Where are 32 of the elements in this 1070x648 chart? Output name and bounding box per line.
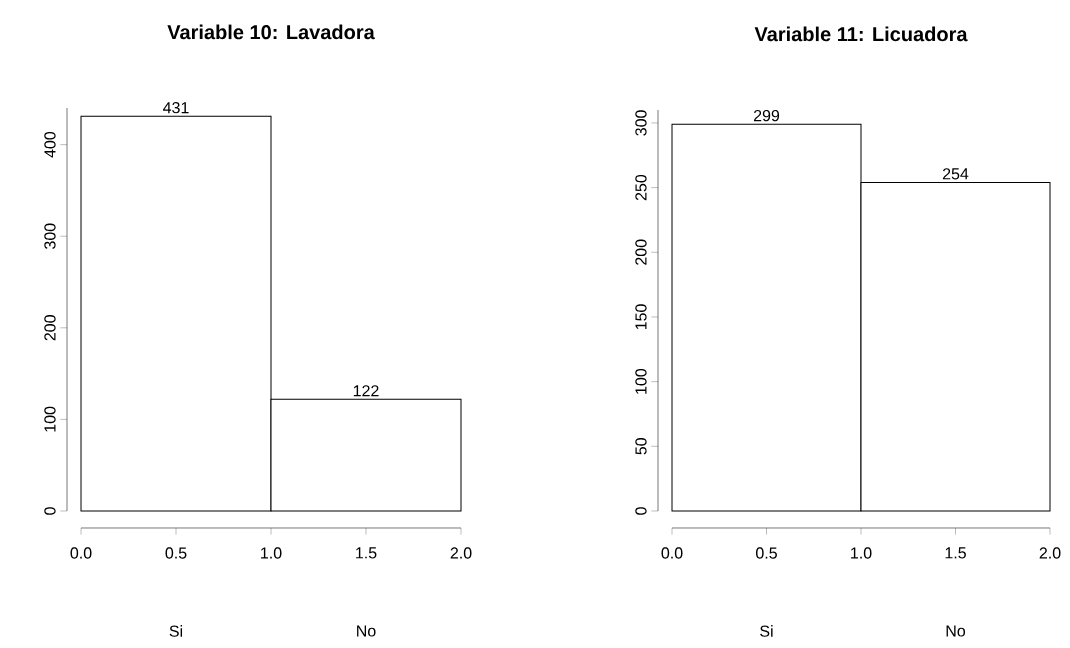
x-tick-label: 0.0 — [661, 547, 683, 559]
x-tick-label: 1.0 — [261, 547, 282, 559]
y-tick-label: 100 — [635, 368, 647, 394]
x-tick-label: 1.5 — [356, 547, 377, 559]
x-tick-label: 0.5 — [756, 547, 777, 559]
y-tick-label: 250 — [635, 174, 647, 201]
y-tick-label: 300 — [44, 223, 56, 249]
y-tick-label: 150 — [635, 304, 647, 330]
x-tick-label: 2.0 — [1039, 547, 1061, 559]
chart-title: Variable 11: Licuadora — [754, 26, 968, 42]
data-label: 431 — [163, 101, 189, 114]
x-tick-label: 0.0 — [70, 547, 92, 559]
x-tick-label: 1.0 — [851, 547, 872, 559]
y-tick-label: 50 — [635, 438, 647, 455]
text: No — [946, 625, 966, 637]
y-tick-label: 300 — [635, 110, 647, 136]
y-tick-label: 0 — [44, 507, 56, 515]
data-label: 254 — [942, 168, 969, 180]
x-tick-label: 2.0 — [450, 547, 472, 559]
y-tick-label: 0 — [635, 507, 647, 515]
y-tick-label: 400 — [44, 131, 56, 158]
text: Si — [169, 625, 183, 637]
y-tick-label: 200 — [44, 315, 56, 341]
y-tick-label: 200 — [635, 239, 647, 265]
data-label: 299 — [753, 109, 780, 122]
chart-title: Variable 10: Lavadora — [167, 24, 375, 40]
text: No — [357, 625, 376, 637]
y-tick-label: 100 — [44, 406, 56, 432]
x-tick-label: 1.5 — [945, 547, 966, 559]
text: Si — [760, 625, 773, 637]
data-label: 122 — [353, 385, 379, 397]
x-tick-label: 0.5 — [165, 547, 187, 559]
